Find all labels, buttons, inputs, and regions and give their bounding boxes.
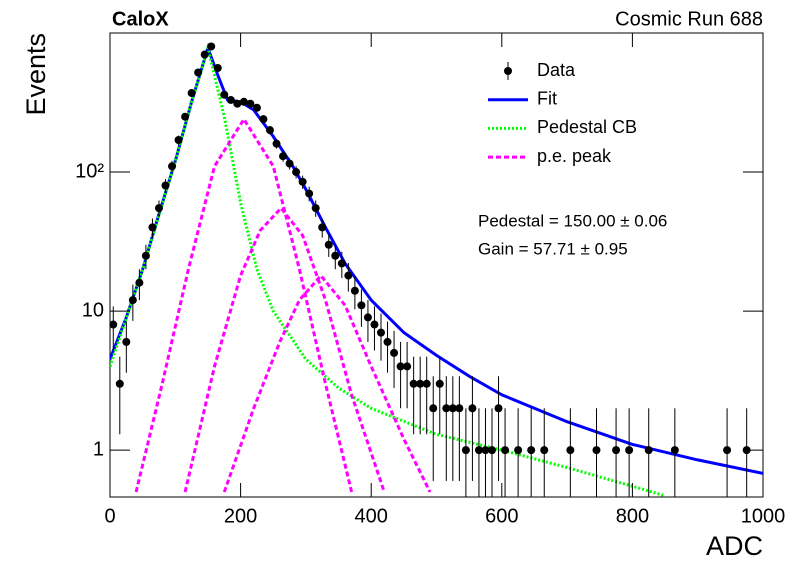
data-point	[194, 68, 203, 77]
data-point	[207, 42, 216, 51]
data-point	[723, 446, 732, 455]
data-point	[122, 337, 131, 346]
data-point	[442, 404, 451, 413]
data-point	[429, 404, 438, 413]
data-point	[592, 446, 601, 455]
data-point	[331, 251, 340, 260]
data-point	[474, 446, 483, 455]
data-point	[233, 99, 242, 108]
y-tick-label: 1	[93, 438, 104, 460]
data-point	[461, 446, 470, 455]
data-point	[612, 446, 621, 455]
plot-frame	[109, 32, 764, 498]
data-point	[481, 446, 490, 455]
data-point	[514, 446, 523, 455]
x-tick-label: 600	[485, 505, 518, 527]
data-point	[670, 446, 679, 455]
y-tick-label: 10²	[75, 160, 104, 182]
x-tick-label: 400	[355, 505, 388, 527]
data-point	[396, 362, 405, 371]
data-point	[265, 126, 274, 135]
data-point	[448, 404, 457, 413]
legend-label: Data	[537, 60, 576, 80]
data-point	[390, 348, 399, 357]
y-tick-label: 10	[82, 299, 104, 321]
data-point	[128, 296, 137, 305]
fit-curve	[183, 205, 386, 493]
data-point	[344, 271, 353, 280]
data-point	[298, 177, 307, 186]
data-point	[141, 251, 150, 260]
data-point	[625, 446, 634, 455]
annotation: Gain = 57.71 ± 0.95	[478, 239, 628, 258]
y-axis-label: Events	[21, 33, 51, 116]
data-point	[422, 379, 431, 388]
data-point	[161, 181, 170, 190]
x-tick-label: 800	[616, 505, 649, 527]
annotation: Pedestal = 150.00 ± 0.06	[478, 211, 667, 230]
data-point	[181, 112, 190, 121]
data-point	[416, 379, 425, 388]
data-point	[200, 50, 209, 59]
data-point	[311, 204, 320, 213]
data-point	[154, 204, 163, 213]
data-point	[376, 328, 385, 337]
fit-curve	[110, 43, 763, 475]
data-point	[370, 320, 379, 329]
data-point	[350, 286, 359, 295]
data-point	[644, 446, 653, 455]
data-point	[279, 152, 288, 161]
data-point	[252, 103, 261, 112]
data-point	[566, 446, 575, 455]
data-point	[501, 446, 510, 455]
data-point	[363, 313, 372, 322]
data-point	[494, 404, 503, 413]
data-point	[305, 189, 314, 198]
data-point	[115, 379, 124, 388]
x-axis-label: ADC	[706, 531, 763, 561]
data-point	[110, 320, 118, 329]
data-point	[383, 337, 392, 346]
data-point	[540, 446, 549, 455]
x-tick-label: 200	[224, 505, 257, 527]
data-point	[285, 159, 294, 168]
data-point	[246, 99, 255, 108]
data-point	[148, 223, 157, 232]
data-point	[135, 278, 144, 287]
chart-subtitle: Cosmic Run 688	[615, 8, 763, 30]
x-tick-label: 1000	[741, 505, 786, 527]
data-point	[272, 139, 281, 148]
x-tick-label: 0	[104, 505, 115, 527]
data-point	[468, 404, 477, 413]
data-point	[213, 64, 222, 73]
data-point	[318, 223, 327, 232]
data-point	[220, 90, 229, 99]
data-point	[488, 446, 497, 455]
data-point	[435, 379, 444, 388]
legend-label: Pedestal CB	[537, 117, 637, 137]
data-point	[455, 404, 464, 413]
data-point	[409, 379, 418, 388]
data-point	[168, 162, 177, 171]
data-point	[174, 135, 183, 144]
data-point	[337, 259, 346, 268]
chart-title: CaloX	[112, 8, 169, 30]
plot-area	[110, 42, 763, 497]
data-point	[324, 240, 333, 249]
legend-marker	[504, 67, 512, 75]
data-point	[403, 362, 412, 371]
data-point	[226, 95, 235, 104]
data-point	[259, 115, 268, 124]
data-point	[187, 89, 196, 98]
fit-curve	[222, 273, 432, 493]
data-point	[239, 97, 248, 106]
legend-label: Fit	[537, 88, 557, 108]
data-point	[527, 446, 536, 455]
data-point	[357, 301, 366, 310]
legend-label: p.e. peak	[537, 146, 612, 166]
fit-curve	[110, 42, 666, 497]
data-point	[292, 168, 301, 177]
